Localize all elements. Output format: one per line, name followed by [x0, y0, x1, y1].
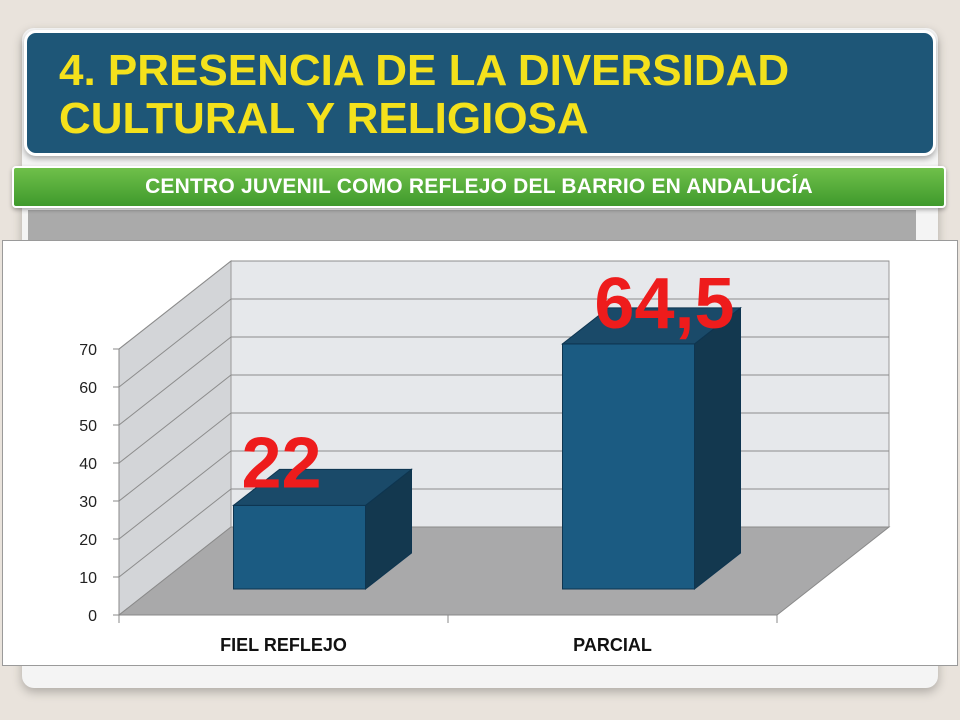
- bar-side: [694, 306, 741, 591]
- chart-axis: 0 10 20 30 40 50 60 70: [79, 342, 778, 625]
- chart-bars: [232, 306, 742, 591]
- y-tick-label: 30: [79, 494, 97, 511]
- bar-chart: 0 10 20 30 40 50 60 70 22 FIEL REFLEJO 64,5 PARCIA…: [79, 259, 891, 655]
- y-tick-label: 40: [79, 456, 97, 473]
- category-label: PARCIAL: [573, 635, 652, 655]
- gridline-side: [118, 450, 232, 540]
- gridline-side: [118, 260, 232, 350]
- gridline-side: [118, 374, 232, 464]
- data-label: 22: [241, 423, 321, 503]
- y-tick-label: 60: [79, 380, 97, 397]
- y-tick-label: 70: [79, 342, 97, 359]
- gridline-side: [118, 412, 232, 502]
- slide-subtitle: CENTRO JUVENIL COMO REFLEJO DEL BARRIO E…: [145, 175, 813, 198]
- gridline-side: [118, 298, 232, 388]
- y-tick-label: 50: [79, 418, 97, 435]
- y-tick-label: 0: [88, 608, 97, 625]
- subtitle-bar: CENTRO JUVENIL COMO REFLEJO DEL BARRIO E…: [12, 166, 946, 208]
- category-label: FIEL REFLEJO: [220, 635, 347, 655]
- gridline-side: [118, 488, 232, 578]
- bar-front: [233, 504, 366, 590]
- bar-top: [232, 468, 413, 506]
- gridline-side: [118, 336, 232, 426]
- y-tick-label: 10: [79, 570, 97, 587]
- bar-top: [561, 307, 742, 345]
- chart-gridlines: [118, 260, 889, 578]
- bar-front: [562, 343, 695, 590]
- chart-area: 0 10 20 30 40 50 60 70 22 FIEL REFLEJO 64,5 PARCIA…: [2, 240, 958, 666]
- title-box: 4. PRESENCIA DE LA DIVERSIDAD CULTURAL Y…: [24, 30, 936, 156]
- y-tick-label: 20: [79, 532, 97, 549]
- data-label: 64,5: [594, 264, 734, 344]
- slide-title: 4. PRESENCIA DE LA DIVERSIDAD CULTURAL Y…: [59, 46, 790, 143]
- chart-labels: 22 FIEL REFLEJO 64,5 PARCIAL: [220, 264, 734, 655]
